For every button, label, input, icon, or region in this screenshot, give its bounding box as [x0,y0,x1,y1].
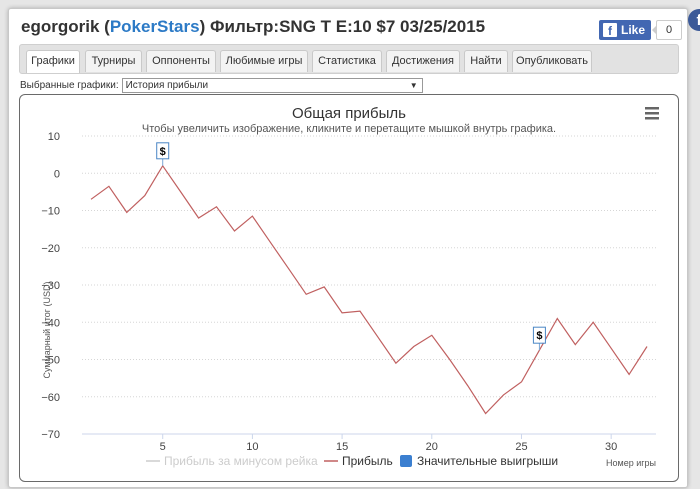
big-win-marker [532,326,546,344]
x-axis-ticks: 5 10 15 20 25 30 [160,434,617,453]
marker-label: $ [160,146,166,158]
legend-item-profit[interactable]: Прибыль [324,454,393,468]
profit-chart[interactable]: 100−10−20−30−40−50−60−70 5 10 15 20 25 30 $$ … [20,95,678,481]
y-tick-label: −20 [41,243,60,255]
site-link[interactable]: PokerStars [109,17,200,36]
player-stats-window: egorgorik (PokerStars) Фильтр:SNG T E:10… [8,8,700,488]
marker-layer: $$ [156,142,546,351]
legend-big-wins-swatch [400,455,412,467]
chart-select[interactable]: История прибыли ▼ [121,78,423,93]
tab-achievements[interactable]: Достижения [386,50,460,72]
tab-tournaments[interactable]: Турниры [85,50,142,72]
filter-text: Фильтр:SNG T E:10 $7 03/25/2015 [210,17,486,36]
legend-rake-label: Прибыль за минусом рейка [164,454,318,468]
dropdown-arrow-icon: ▼ [409,81,418,90]
menu-icon[interactable] [645,107,659,120]
chart-selector-label: Выбранные графики: [20,80,119,91]
legend-item-big-wins[interactable]: Значительные выигрыши [400,454,558,468]
y-tick-label: −50 [41,355,60,367]
facebook-icon: f [603,23,617,37]
chart-selector: Выбранные графики: История прибыли ▼ [20,78,423,93]
y-tick-label: −40 [41,317,60,329]
tab-favorite-games[interactable]: Любимые игры [220,50,308,72]
page-title: egorgorik (PokerStars) Фильтр:SNG T E:10… [21,17,486,36]
x-tick-label: 20 [426,441,438,453]
y-tick-label: −60 [41,392,60,404]
legend: Прибыль за минусом рейка Прибыль Значите… [146,454,558,468]
legend-profit-label: Прибыль [342,454,393,468]
y-tick-label: 0 [54,168,60,180]
like-count: 0 [652,20,683,40]
tab-bar: Графики Турниры Оппоненты Любимые игры С… [19,44,679,74]
y-axis-ticks: 10 0 −10 −20 −30 −40 −50 −60 −70 [41,131,60,441]
y-tick-label: 10 [48,131,60,143]
x-tick-label: 5 [160,441,166,453]
y-tick-label: −70 [41,429,60,441]
tab-statistics[interactable]: Статистика [312,50,382,72]
legend-item-rake[interactable]: Прибыль за минусом рейка [146,454,318,468]
x-tick-label: 15 [336,441,348,453]
grid-lines [82,135,656,435]
series-line-profit [90,164,648,415]
y-tick-label: −30 [41,280,60,292]
legend-big-wins-label: Значительные выигрыши [417,454,558,468]
marker-label: $ [536,330,542,342]
player-name: egorgorik [21,17,100,36]
y-tick-label: −10 [41,206,60,218]
chart-subtitle: Чтобы увеличить изображение, кликните и … [142,123,556,135]
tab-search[interactable]: Найти [464,50,508,72]
big-win-marker [156,142,170,160]
chart-container[interactable]: 10 0 −10 −20 −30 −40 −50 −60 −70 5 10 15 20 25 30 $ $ … [19,94,679,482]
series-layer [90,164,648,415]
tab-charts[interactable]: Графики [26,50,80,73]
x-tick-label: 25 [515,441,527,453]
facebook-like-button[interactable]: f Like [599,20,652,40]
tab-opponents[interactable]: Оппоненты [146,50,216,72]
facebook-corner-icon[interactable]: f [688,9,700,31]
y-axis-label: Суммарный итог (USD) [42,281,52,378]
chart-select-value: История прибыли [125,80,209,91]
x-tick-label: 30 [605,441,617,453]
like-label: Like [621,23,646,37]
facebook-like-widget: f Like 0 [599,20,683,40]
x-tick-label: 10 [246,441,258,453]
chart-title: Общая прибыль [292,105,406,122]
x-axis-label: Номер игры [606,458,656,468]
tab-publish[interactable]: Опубликовать [512,50,592,72]
